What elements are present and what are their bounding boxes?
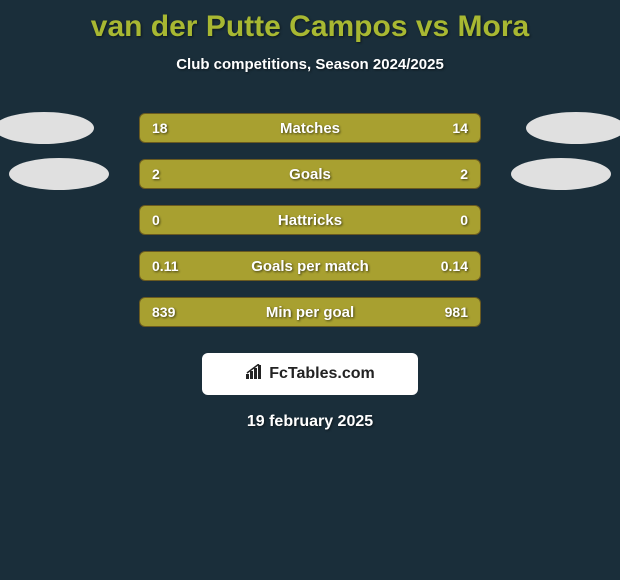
stat-left-value: 0.11 xyxy=(152,258,178,274)
stat-bar: 0 Hattricks 0 xyxy=(139,205,481,235)
stat-label: Hattricks xyxy=(278,212,342,229)
page-title: van der Putte Campos vs Mora xyxy=(0,10,620,44)
chart-icon xyxy=(245,364,265,385)
stat-left-value: 2 xyxy=(152,166,160,182)
stat-row: 839 Min per goal 981 xyxy=(0,289,620,335)
brand-label: FcTables.com xyxy=(269,365,375,383)
stat-label: Goals xyxy=(289,166,331,183)
stat-row: 18 Matches 14 xyxy=(0,105,620,151)
stat-right-value: 14 xyxy=(452,120,468,136)
player-oval-left xyxy=(0,112,94,144)
player-oval-right xyxy=(526,112,620,144)
brand-box[interactable]: FcTables.com xyxy=(202,353,418,395)
stat-left-value: 18 xyxy=(152,120,168,136)
stat-label: Min per goal xyxy=(266,304,354,321)
player-oval-left xyxy=(9,158,109,190)
stat-label: Goals per match xyxy=(251,258,369,275)
stat-left-value: 839 xyxy=(152,304,175,320)
stat-row: 2 Goals 2 xyxy=(0,151,620,197)
stat-right-value: 0 xyxy=(460,212,468,228)
stat-bar: 2 Goals 2 xyxy=(139,159,481,189)
stat-row: 0 Hattricks 0 xyxy=(0,197,620,243)
player-oval-right xyxy=(511,158,611,190)
stat-bar: 0.11 Goals per match 0.14 xyxy=(139,251,481,281)
stat-right-value: 981 xyxy=(445,304,468,320)
stat-right-value: 2 xyxy=(460,166,468,182)
subtitle: Club competitions, Season 2024/2025 xyxy=(0,56,620,73)
stat-row: 0.11 Goals per match 0.14 xyxy=(0,243,620,289)
stat-bar: 839 Min per goal 981 xyxy=(139,297,481,327)
stat-right-value: 0.14 xyxy=(441,258,468,274)
stat-left-value: 0 xyxy=(152,212,160,228)
date-label: 19 february 2025 xyxy=(0,413,620,431)
stats-area: 18 Matches 14 2 Goals 2 0 Hattricks 0 xyxy=(0,105,620,335)
stat-bar: 18 Matches 14 xyxy=(139,113,481,143)
stat-label: Matches xyxy=(280,120,340,137)
